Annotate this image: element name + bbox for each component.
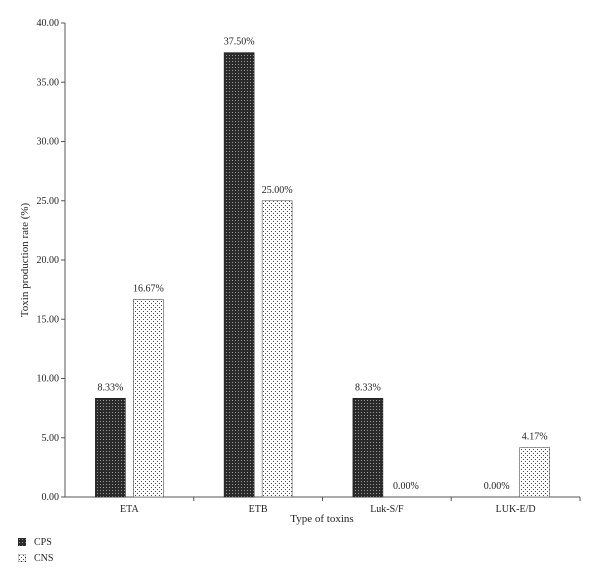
legend-item-cps: CPS [18,534,53,550]
x-tick-label: Luk-S/F [370,504,404,515]
data-label: 8.33% [97,382,123,393]
data-label: 25.00% [262,185,293,196]
y-tick-label: 35.00 [37,77,60,88]
y-tick-label: 20.00 [37,255,60,266]
y-tick-label: 25.00 [37,196,60,207]
data-label: 0.00% [484,481,510,492]
x-axis-title: Type of toxins [290,513,353,525]
legend: CPS CNS [18,534,53,566]
data-label: 0.00% [393,481,419,492]
x-tick-label: ETB [249,504,268,515]
data-label: 16.67% [133,283,164,294]
bar-cns [519,447,550,498]
y-tick-label: 30.00 [37,137,60,148]
y-tick-label: 15.00 [37,314,60,325]
y-axis-title: Toxin production rate (%) [19,202,31,317]
legend-label-cns: CNS [34,552,54,564]
y-tick-label: 40.00 [37,18,60,29]
bar-cps [352,397,384,498]
bar-cps [223,52,255,498]
legend-swatch-cns [18,554,26,562]
data-label: 4.17% [522,432,548,443]
data-label: 8.33% [355,382,381,393]
bar-cns [133,299,164,498]
data-label: 37.50% [224,37,255,48]
bar-cns [261,200,293,498]
legend-label-cps: CPS [34,536,52,548]
x-tick-label: ETA [120,504,139,515]
y-tick-label: 0.00 [42,492,60,503]
x-tick-label: LUK-E/D [496,504,536,515]
bar-cps [95,397,126,498]
legend-swatch-cps [18,538,26,546]
y-tick-label: 5.00 [42,433,60,444]
legend-item-cns: CNS [18,550,53,566]
y-tick-label: 10.00 [37,374,60,385]
